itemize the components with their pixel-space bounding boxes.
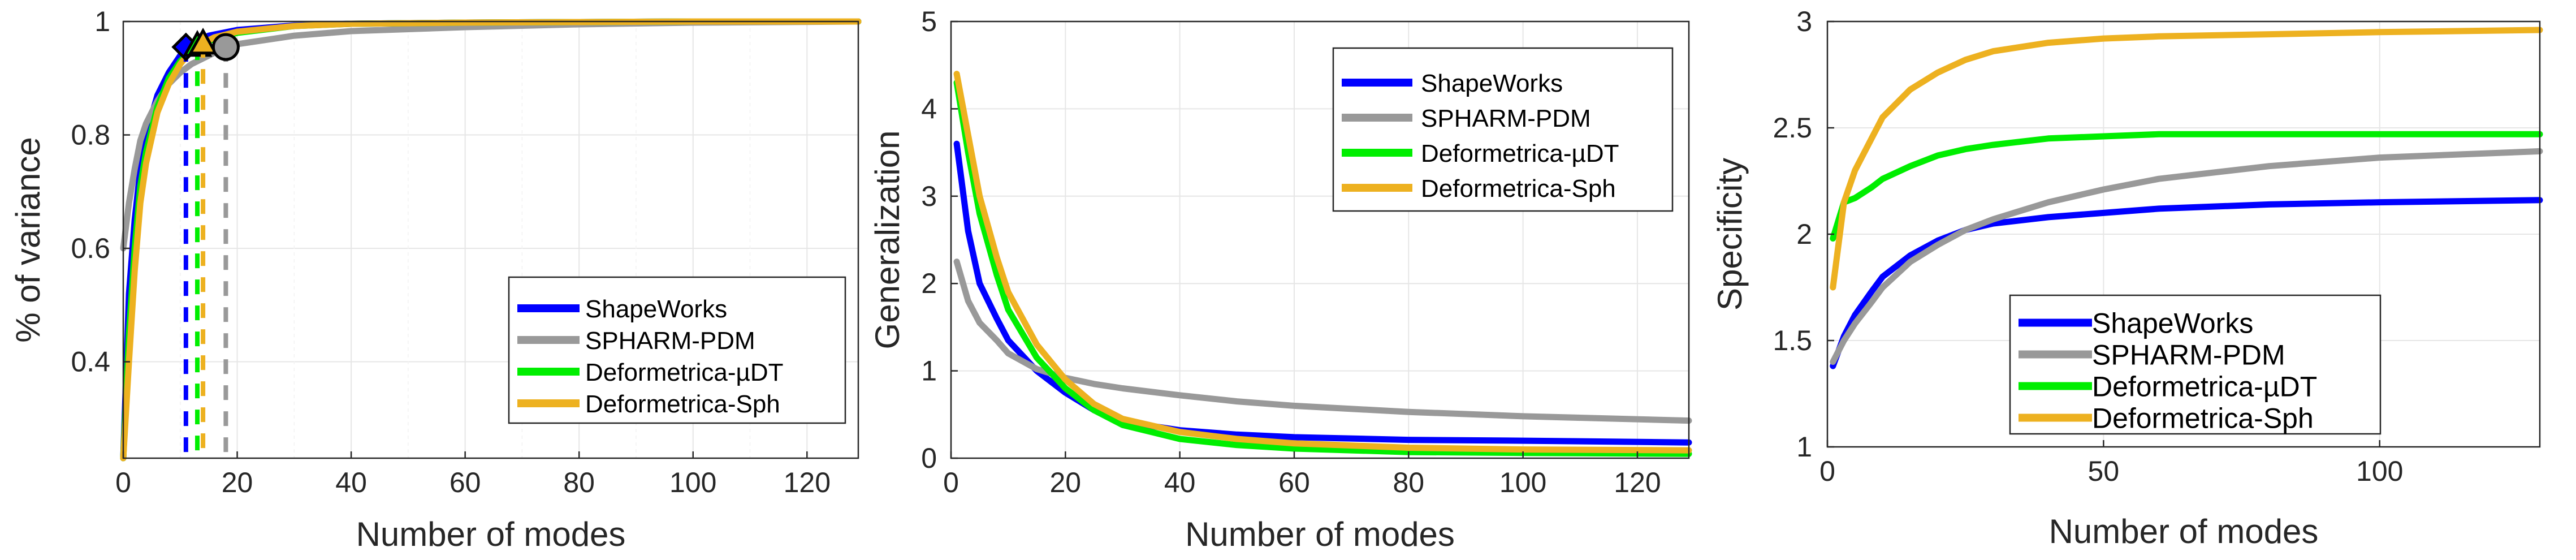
y-tick-label: 1.5 <box>1773 325 1812 356</box>
series-line-1 <box>120 18 862 252</box>
series-line-1 <box>953 259 1692 424</box>
x-tick-label: 60 <box>449 467 481 498</box>
marker-circle <box>211 33 240 61</box>
x-tick-label: 120 <box>1614 467 1661 498</box>
legend-box <box>2009 294 2381 435</box>
x-tick-label: 120 <box>784 467 831 498</box>
x-tick-label: 20 <box>1050 467 1082 498</box>
y-tick-label: 1 <box>1796 431 1812 463</box>
series-line-3 <box>1830 27 2543 291</box>
legend-label: ShapeWorks <box>585 295 727 323</box>
y-axis-title: Specificity <box>1711 158 1749 311</box>
legend: ShapeWorks SPHARM-PDM Deformetrica-µDT Defo… <box>508 276 846 424</box>
legend-label: Deformetrica-µDT <box>1421 140 1619 167</box>
legend-label: SPHARM-PDM <box>2092 339 2285 371</box>
x-tick-label: 60 <box>1278 467 1310 498</box>
y-tick-label: 0.8 <box>71 119 110 151</box>
series-line-1 <box>1830 148 2543 365</box>
series-line-2 <box>953 79 1692 457</box>
legend-box <box>508 276 846 424</box>
legend-label: ShapeWorks <box>1421 70 1563 97</box>
y-tick-label: 3 <box>1796 6 1812 37</box>
x-tick-label: 80 <box>1393 467 1424 498</box>
x-tick-label: 20 <box>222 467 253 498</box>
chart-generalization: 0 20 40 60 80 100 120 0 1 2 3 4 5 Number of modes Gene… <box>868 6 1692 553</box>
legend-label: Deformetrica-Sph <box>585 390 780 418</box>
chart-specificity: 0 50 100 1 1.5 2 2.5 3 Number of modes Specificit… <box>1711 6 2543 550</box>
x-axis-title: Number of modes <box>356 515 626 553</box>
y-tick-label: 3 <box>921 180 937 212</box>
marker-triangle <box>188 27 218 55</box>
x-tick-label: 50 <box>2088 455 2120 487</box>
x-tick-label: 40 <box>1164 467 1196 498</box>
legend: ShapeWorks SPHARM-PDM Deformetrica-µDT Defo… <box>1332 47 1674 212</box>
legend-label: Deformetrica-µDT <box>2092 371 2317 403</box>
y-tick-label: 0.4 <box>71 346 110 378</box>
y-tick-label: 4 <box>921 93 937 124</box>
x-tick-label: 80 <box>563 467 595 498</box>
y-tick-label: 1 <box>921 355 937 387</box>
axes-box <box>122 20 859 459</box>
series-line-2 <box>1830 131 2543 242</box>
x-tick-label: 100 <box>669 467 716 498</box>
x-tick-label: 0 <box>943 467 959 498</box>
y-tick-label: 0 <box>921 442 937 474</box>
x-tick-label: 100 <box>1499 467 1546 498</box>
y-tick-label: 1 <box>94 6 110 37</box>
y-tick-label: 5 <box>921 6 937 37</box>
axes-box <box>950 20 1690 459</box>
x-axis-title: Number of modes <box>1185 515 1455 553</box>
legend: ShapeWorksSPHARM-PDMDeformetrica-µDTDefo… <box>2009 294 2381 435</box>
legend-label: Deformetrica-Sph <box>1421 175 1616 203</box>
x-tick-label: 40 <box>335 467 367 498</box>
chart-variance: 0 20 40 60 80 100 120 0.4 0.6 0.8 1 Number of modes… <box>9 6 862 553</box>
x-tick-label: 100 <box>2356 455 2403 487</box>
legend-label: ShapeWorks <box>2092 308 2253 339</box>
legend-label: SPHARM-PDM <box>1421 105 1591 132</box>
legend-label: SPHARM-PDM <box>585 327 755 355</box>
y-tick-label: 0.6 <box>71 232 110 264</box>
y-tick-label: 2.5 <box>1773 112 1812 144</box>
x-tick-label: 0 <box>1819 455 1835 487</box>
y-tick-label: 2 <box>1796 218 1812 250</box>
series-line-3 <box>953 71 1692 454</box>
x-axis-title: Number of modes <box>2049 512 2319 550</box>
legend-label: Deformetrica-µDT <box>585 359 784 386</box>
y-tick-label: 2 <box>921 268 937 299</box>
y-axis-title: % of variance <box>9 137 47 343</box>
x-tick-label: 0 <box>115 467 131 498</box>
y-axis-title: Generalization <box>868 131 906 350</box>
legend-label: Deformetrica-Sph <box>2092 403 2314 434</box>
